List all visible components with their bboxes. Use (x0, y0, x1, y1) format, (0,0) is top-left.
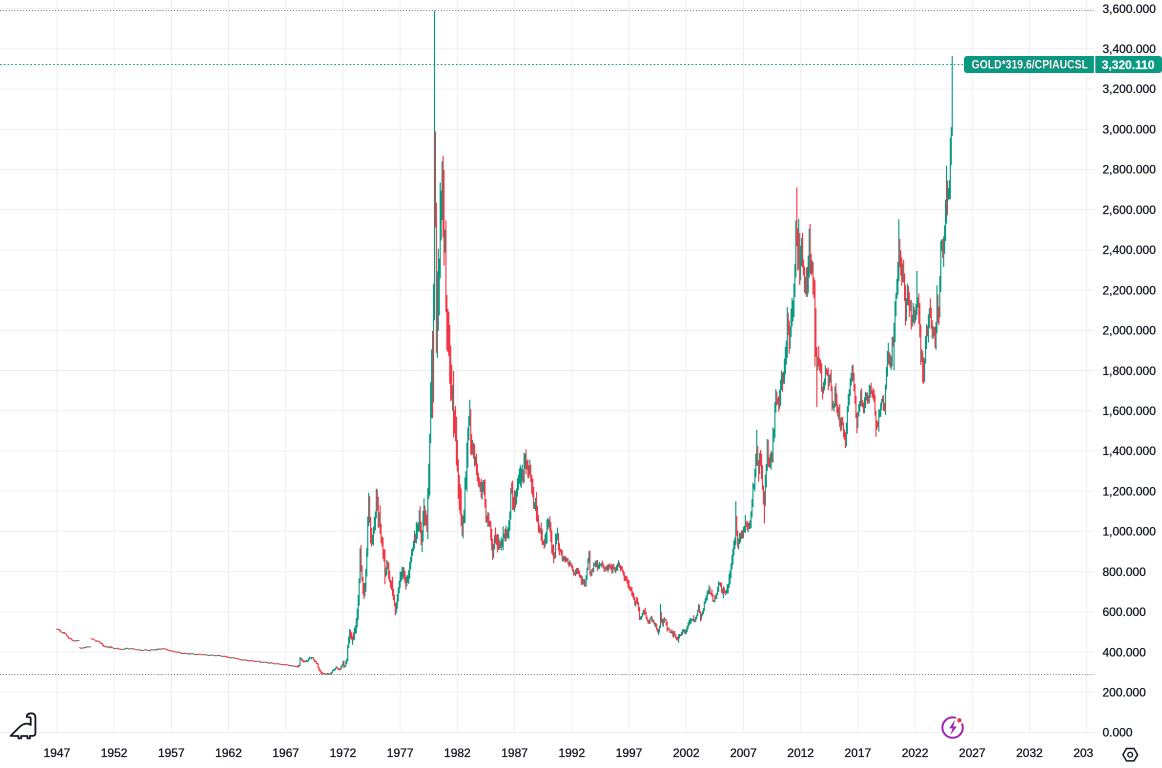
svg-text:1,400.000: 1,400.000 (1103, 444, 1157, 458)
svg-text:2,400.000: 2,400.000 (1103, 243, 1157, 257)
svg-text:2017: 2017 (844, 746, 871, 760)
svg-text:2,800.000: 2,800.000 (1103, 163, 1157, 177)
svg-text:1997: 1997 (616, 746, 643, 760)
svg-text:2,000.000: 2,000.000 (1103, 324, 1157, 338)
svg-text:800.000: 800.000 (1103, 565, 1147, 579)
svg-text:3,200.000: 3,200.000 (1103, 82, 1157, 96)
svg-text:1972: 1972 (330, 746, 357, 760)
svg-text:1952: 1952 (101, 746, 128, 760)
svg-text:400.000: 400.000 (1103, 645, 1147, 659)
svg-text:2,600.000: 2,600.000 (1103, 203, 1157, 217)
svg-text:2032: 2032 (1016, 746, 1043, 760)
svg-text:2012: 2012 (787, 746, 814, 760)
svg-text:2037: 2037 (1073, 746, 1100, 760)
svg-text:1977: 1977 (387, 746, 414, 760)
svg-text:GOLD*319.6/CPIAUCSL: GOLD*319.6/CPIAUCSL (972, 59, 1089, 72)
svg-text:600.000: 600.000 (1103, 605, 1147, 619)
svg-text:1957: 1957 (158, 746, 185, 760)
svg-text:1,800.000: 1,800.000 (1103, 364, 1157, 378)
svg-text:2007: 2007 (730, 746, 757, 760)
svg-text:1987: 1987 (501, 746, 528, 760)
svg-text:1,600.000: 1,600.000 (1103, 404, 1157, 418)
svg-text:3,400.000: 3,400.000 (1103, 42, 1157, 56)
svg-text:0.000: 0.000 (1103, 726, 1133, 740)
svg-text:1982: 1982 (444, 746, 471, 760)
svg-text:3,000.000: 3,000.000 (1103, 122, 1157, 136)
svg-text:3,600.000: 3,600.000 (1103, 2, 1157, 16)
svg-text:1,200.000: 1,200.000 (1103, 484, 1157, 498)
svg-text:1,000.000: 1,000.000 (1103, 525, 1157, 539)
svg-text:1962: 1962 (215, 746, 242, 760)
svg-text:2002: 2002 (673, 746, 700, 760)
svg-text:3,320.110: 3,320.110 (1102, 58, 1155, 72)
svg-text:2,200.000: 2,200.000 (1103, 283, 1157, 297)
svg-text:1947: 1947 (44, 746, 71, 760)
svg-text:2022: 2022 (902, 746, 929, 760)
svg-text:1992: 1992 (558, 746, 585, 760)
svg-text:1967: 1967 (272, 746, 299, 760)
svg-text:200.000: 200.000 (1103, 685, 1147, 699)
svg-text:2027: 2027 (959, 746, 986, 760)
